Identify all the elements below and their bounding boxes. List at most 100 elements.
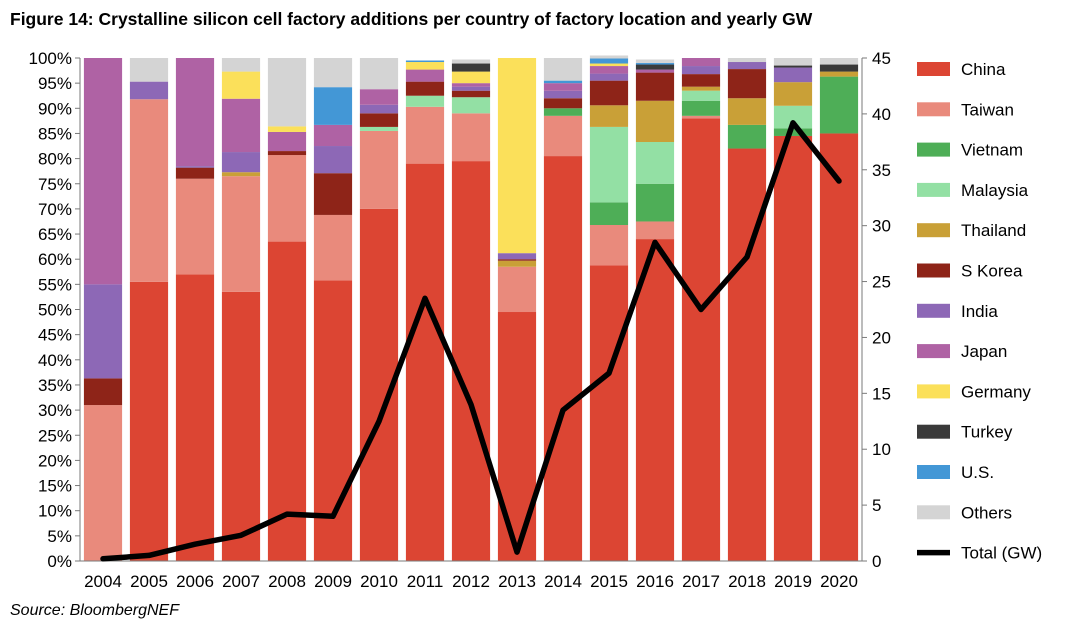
legend-swatch-japan	[917, 344, 950, 359]
y-right-tick-label: 0	[872, 552, 881, 571]
bar-china-2005	[129, 281, 169, 561]
bar-vietnam-2017	[681, 100, 721, 116]
y-right-tick-label: 45	[872, 49, 891, 68]
bar-others-2007	[221, 58, 261, 72]
bar-s-korea-2004	[83, 378, 123, 406]
bar-u-s-2009	[313, 87, 353, 125]
legend-item-taiwan: Taiwan	[917, 100, 1014, 119]
bar-others-2008	[267, 58, 307, 127]
y-left-tick-label: 40%	[38, 351, 72, 370]
legend-item-india: India	[917, 302, 998, 321]
bar-taiwan-2009	[313, 214, 353, 281]
bar-vietnam-2015	[589, 202, 629, 225]
y-left-tick-label: 95%	[38, 74, 72, 93]
y-left-tick-label: 75%	[38, 175, 72, 194]
bar-india-2015	[589, 73, 629, 81]
bar-japan-2012	[451, 83, 491, 87]
y-left-tick-label: 70%	[38, 200, 72, 219]
y-left-tick-label: 55%	[38, 275, 72, 294]
bar-s-korea-2012	[451, 90, 491, 98]
bar-s-korea-2006	[175, 167, 215, 179]
x-tick-label: 2013	[498, 572, 536, 591]
bar-japan-2014	[543, 83, 583, 91]
y-right-tick-label: 10	[872, 440, 891, 459]
total-gw-point-2005	[148, 554, 150, 556]
bar-others-2005	[129, 58, 169, 82]
bar-japan-2004	[83, 58, 123, 285]
bar-taiwan-2016	[635, 221, 675, 240]
bar-others-2014	[543, 58, 583, 81]
bar-thailand-2016	[635, 100, 675, 142]
bar-germany-2011	[405, 62, 445, 70]
bar-vietnam-2014	[543, 108, 583, 116]
bar-malaysia-2012	[451, 97, 491, 114]
bar-thailand-2019	[773, 82, 813, 106]
legend: China Taiwan Vietnam Malaysia Thailand S Kore…	[917, 60, 1042, 563]
x-tick-label: 2017	[682, 572, 720, 591]
bar-malaysia-2011	[405, 95, 445, 107]
legend-label-germany: Germany	[961, 382, 1031, 401]
bar-turkey-2020	[819, 64, 859, 72]
bar-s-korea-2011	[405, 81, 445, 96]
bar-thailand-2020	[819, 71, 859, 77]
y-left-tick-label: 80%	[38, 150, 72, 169]
x-tick-label: 2004	[84, 572, 122, 591]
legend-item-china: China	[917, 60, 1006, 79]
bar-taiwan-2014	[543, 115, 583, 157]
bar-thailand-2007	[221, 172, 261, 177]
bar-india-2006	[175, 166, 215, 168]
total-gw-point-2015	[608, 372, 610, 374]
y-left-tick-label: 85%	[38, 124, 72, 143]
legend-label-taiwan: Taiwan	[961, 100, 1014, 119]
bar-thailand-2018	[727, 98, 767, 125]
bar-india-2014	[543, 90, 583, 99]
total-gw-point-2020	[838, 180, 840, 182]
total-gw-point-2007	[240, 534, 242, 536]
bar-china-2006	[175, 274, 215, 561]
legend-item-u-s: U.S.	[917, 463, 994, 482]
y-left-tick-label: 25%	[38, 426, 72, 445]
bar-turkey-2012	[451, 63, 491, 72]
y-right-tick-label: 20	[872, 328, 891, 347]
bar-others-2020	[819, 58, 859, 65]
y-left-tick-label: 90%	[38, 99, 72, 118]
bar-india-2004	[83, 284, 123, 379]
x-tick-label: 2011	[407, 572, 444, 591]
bar-india-2005	[129, 81, 169, 100]
bar-india-2018	[727, 62, 767, 70]
bar-u-s-2015	[589, 58, 629, 64]
legend-swatch-germany	[917, 384, 950, 399]
bar-others-2015	[589, 55, 629, 59]
bar-taiwan-2012	[451, 113, 491, 162]
legend-label-vietnam: Vietnam	[961, 141, 1023, 160]
x-tick-label: 2012	[452, 572, 490, 591]
legend-label-total-gw: Total (GW)	[961, 544, 1042, 563]
x-tick-label: 2020	[820, 572, 858, 591]
bar-china-2017	[681, 118, 721, 562]
y-right-tick-label: 40	[872, 105, 891, 124]
total-gw-point-2014	[562, 409, 564, 411]
total-gw-point-2010	[378, 420, 380, 422]
x-tick-label: 2018	[728, 572, 766, 591]
bar-india-2010	[359, 104, 399, 114]
y-left-tick-label: 35%	[38, 376, 72, 395]
bar-japan-2015	[589, 66, 629, 74]
y-left-tick-label: 65%	[38, 225, 72, 244]
bar-india-2019	[773, 67, 813, 83]
bar-taiwan-2007	[221, 176, 261, 292]
bar-taiwan-2013	[497, 266, 537, 313]
bar-u-s-2014	[543, 80, 583, 84]
y-left-tick-label: 45%	[38, 326, 72, 345]
bar-thailand-2015	[589, 105, 629, 127]
bar-japan-2006	[175, 58, 215, 167]
bar-japan-2011	[405, 69, 445, 82]
legend-swatch-turkey	[917, 424, 950, 439]
legend-swatch-india	[917, 303, 950, 318]
bar-malaysia-2015	[589, 126, 629, 203]
bar-india-2013	[497, 253, 537, 260]
legend-label-india: India	[961, 302, 998, 321]
total-gw-point-2006	[194, 543, 196, 545]
bar-china-2014	[543, 156, 583, 561]
total-gw-point-2011	[424, 297, 426, 299]
